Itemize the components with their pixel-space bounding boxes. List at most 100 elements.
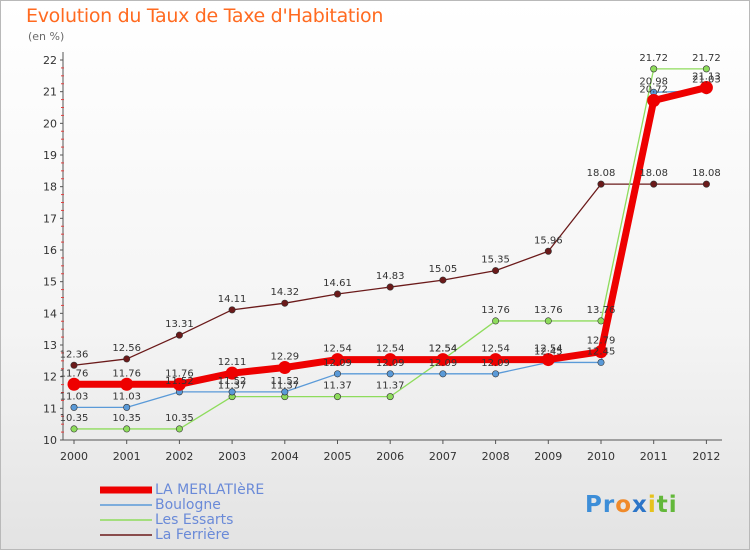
data-label: 11.37 [323, 381, 352, 392]
data-label: 11.37 [270, 381, 299, 392]
data-label: 11.37 [376, 381, 405, 392]
data-point [175, 425, 183, 433]
x-tick-label: 2008 [482, 450, 510, 463]
data-label: 11.52 [165, 376, 194, 387]
data-point [123, 403, 131, 411]
x-tick-label: 2002 [165, 450, 193, 463]
data-point [489, 353, 503, 367]
data-point [492, 370, 500, 378]
data-label: 12.45 [587, 346, 616, 357]
data-label: 12.54 [429, 344, 458, 355]
data-point [541, 353, 555, 367]
data-point [228, 306, 236, 314]
legend-label: LA MERLATIèRE [155, 482, 265, 498]
data-point [544, 247, 552, 255]
y-tick-label: 21 [43, 86, 57, 99]
data-point [383, 353, 397, 367]
x-tick-label: 2011 [640, 450, 668, 463]
data-label: 21.72 [692, 53, 721, 64]
data-point [386, 283, 394, 291]
data-label: 12.54 [481, 344, 510, 355]
data-point [594, 345, 608, 359]
data-point [120, 377, 134, 391]
data-label: 15.35 [481, 255, 510, 266]
data-label: 13.31 [165, 319, 194, 330]
data-label: 12.11 [218, 357, 247, 368]
x-tick-label: 2004 [271, 450, 299, 463]
data-label: 12.54 [323, 344, 352, 355]
data-label: 10.35 [165, 413, 194, 424]
logo-letter: i [647, 492, 657, 518]
data-label: 12.36 [60, 349, 89, 360]
data-point [439, 276, 447, 284]
data-label: 21.03 [692, 75, 721, 86]
legend-swatch-la-merlatiere [100, 486, 152, 494]
data-point [67, 377, 81, 391]
x-tick-label: 2006 [376, 450, 404, 463]
data-point [225, 366, 239, 380]
data-label: 15.05 [429, 264, 458, 275]
data-point [436, 353, 450, 367]
data-label: 12.09 [481, 358, 510, 369]
legend-label: Boulogne [155, 497, 221, 513]
data-label: 11.03 [112, 391, 141, 402]
data-label: 18.08 [639, 168, 668, 179]
data-point [70, 403, 78, 411]
data-point [172, 377, 186, 391]
y-tick-label: 10 [43, 434, 57, 447]
data-label: 12.54 [376, 344, 405, 355]
logo-letter: i [668, 492, 678, 518]
legend-swatch-la-ferriere [100, 534, 152, 536]
logo-letter: x [632, 492, 648, 518]
legend-item-les-essarts: Les Essarts [100, 513, 264, 528]
data-point [386, 393, 394, 401]
legend: LA MERLATIèRE Boulogne Les Essarts La Fe… [100, 483, 264, 543]
data-point [333, 370, 341, 378]
y-tick-label: 19 [43, 149, 57, 162]
data-point [281, 299, 289, 307]
x-tick-label: 2003 [218, 450, 246, 463]
data-point [175, 331, 183, 339]
data-point [597, 180, 605, 188]
data-point [650, 180, 658, 188]
data-label: 21.72 [639, 53, 668, 64]
x-tick-label: 2012 [692, 450, 720, 463]
logo-letter: r [602, 492, 616, 518]
data-point [228, 388, 236, 396]
y-tick-label: 14 [43, 307, 57, 320]
data-point [70, 361, 78, 369]
data-point [492, 317, 500, 325]
data-label: 20.98 [639, 76, 668, 87]
data-point [70, 425, 78, 433]
x-tick-label: 2000 [60, 450, 88, 463]
data-label: 14.32 [270, 287, 299, 298]
data-label: 11.76 [60, 368, 89, 379]
logo-letter: P [585, 492, 603, 518]
data-point [597, 358, 605, 366]
data-point [597, 317, 605, 325]
data-point [281, 388, 289, 396]
data-label: 18.08 [692, 168, 721, 179]
data-label: 14.11 [218, 294, 247, 305]
logo-letter: t [656, 492, 669, 518]
data-label: 10.35 [60, 413, 89, 424]
y-tick-label: 11 [43, 402, 57, 415]
data-label: 11.76 [165, 368, 194, 379]
legend-item-la-ferriere: La Ferrière [100, 528, 264, 543]
data-label: 12.09 [323, 358, 352, 369]
data-label: 15.96 [534, 235, 563, 246]
y-tick-label: 15 [43, 276, 57, 289]
data-label: 12.54 [429, 344, 458, 355]
data-label: 13.76 [481, 305, 510, 316]
y-tick-label: 16 [43, 244, 57, 257]
data-point [333, 393, 341, 401]
data-point [544, 317, 552, 325]
data-label: 11.52 [270, 376, 299, 387]
legend-item-la-merlatiere: LA MERLATIèRE [100, 483, 264, 498]
data-label: 12.45 [534, 346, 563, 357]
legend-swatch-les-essarts [100, 519, 152, 521]
data-point [492, 267, 500, 275]
legend-label: La Ferrière [155, 527, 230, 543]
